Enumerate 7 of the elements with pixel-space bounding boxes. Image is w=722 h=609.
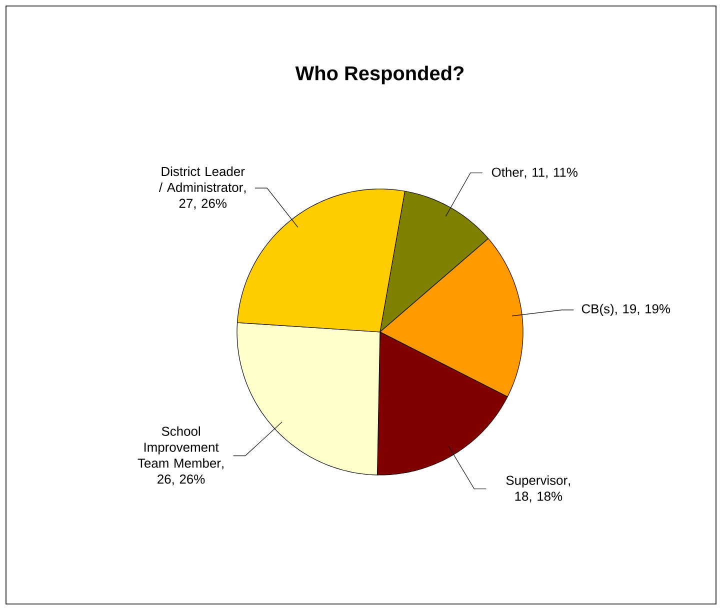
slice-label: CB(s) bbox=[582, 304, 614, 316]
data-label: , 11, 11% bbox=[524, 168, 578, 178]
data-label: , 19, 19% bbox=[615, 304, 670, 315]
slice-label: District Leader / Administrator bbox=[158, 166, 245, 192]
chart-title: Who Responded? bbox=[295, 66, 464, 84]
slice-label: School Improvement Team Member bbox=[138, 426, 221, 468]
slice-label: Other bbox=[492, 167, 524, 177]
